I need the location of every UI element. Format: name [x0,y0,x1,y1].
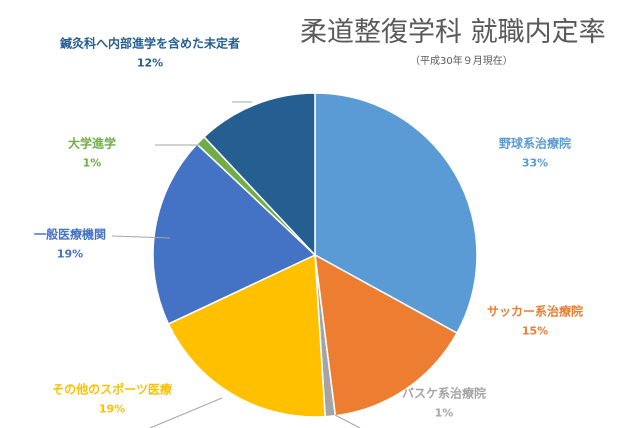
data-label-category: 大学進学 [67,136,117,151]
pie-slice [314,92,478,335]
data-label: その他のスポーツ医療 19% [52,381,172,416]
chart-subtitle: （平成30年９月現在） [410,56,513,67]
data-label-category: バスケ系治療院 [401,386,487,401]
data-label-category: 一般医療機関 [33,227,107,242]
leader-line [334,414,361,428]
data-label-percent: 19% [56,247,84,261]
leader-line [149,397,223,428]
data-label-category: 野球系治療院 [498,136,572,151]
pie-slice [314,253,458,417]
data-label-percent: 12% [136,56,164,70]
leader-line [111,235,171,239]
data-label-percent: 15% [521,324,549,338]
data-label-percent: 19% [98,402,126,416]
data-label-category: 鍼灸科へ内部進学を含めた未定者 [59,36,241,51]
pie-slice [203,92,316,257]
data-label: バスケ系治療院 1% [402,385,486,420]
pie-slice [152,143,317,325]
data-label: 野球系治療院 33% [499,135,571,170]
data-label: 一般医療機関 19% [34,226,106,261]
data-label-percent: 1% [82,156,102,170]
pie-slice [167,253,326,418]
data-label: サッカー系治療院 15% [487,303,583,338]
data-label: 鍼灸科へ内部進学を含めた未定者 12% [60,35,240,70]
data-label-percent: 1% [434,406,454,420]
chart-title: 柔道整復学科 就職内定率 [300,17,606,48]
data-label-percent: 33% [521,156,549,170]
data-label-category: その他のスポーツ医療 [52,382,172,397]
data-label: 大学進学 1% [68,135,116,170]
data-label-category: サッカー系治療院 [486,304,584,319]
